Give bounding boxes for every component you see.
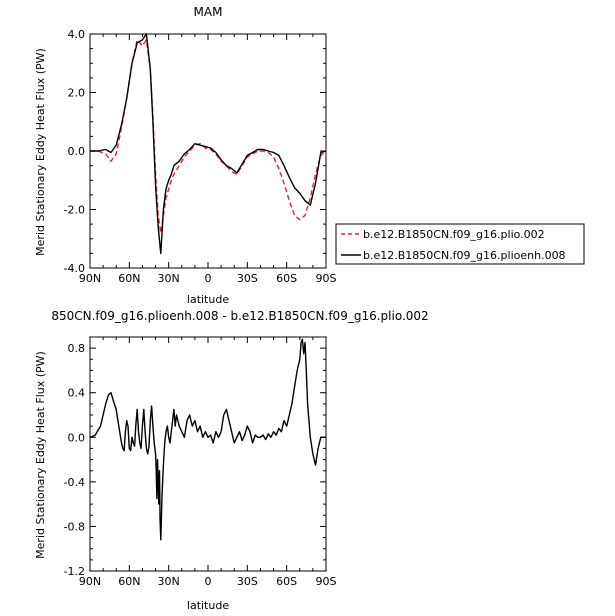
- bottom-x-tick-label: 60S: [276, 575, 297, 588]
- top-y-tick-label: -2.0: [64, 204, 85, 217]
- bottom-panel: 850CN.f09_g16.plioenh.008 - b.e12.B1850C…: [34, 309, 429, 612]
- top-x-tick-label: 90S: [316, 272, 337, 285]
- top-panel: MAM Merid Stationary Eddy Heat Flux (PW)…: [34, 5, 337, 306]
- bottom-x-tick-label: 90N: [79, 575, 101, 588]
- bottom-series-line-0: [89, 338, 326, 541]
- bottom-y-axis-label: Merid Stationary Eddy Heat Flux (PW): [34, 351, 47, 559]
- bottom-x-tick-label: 30S: [237, 575, 258, 588]
- bottom-x-tick-labels: 90N 60N 30N 0 30S 60S 90S: [79, 575, 337, 588]
- top-x-tick-label: 0: [205, 272, 212, 285]
- top-x-tick-label: 30N: [158, 272, 180, 285]
- legend: b.e12.B1850CN.f09_g16.plio.002 b.e12.B18…: [335, 223, 585, 265]
- legend-entry-plioenh: b.e12.B1850CN.f09_g16.plioenh.008: [363, 249, 566, 262]
- bottom-y-tick-labels: 0.8 0.4 0.0 -0.4 -0.8 -1.2: [64, 342, 85, 578]
- bottom-x-tick-label: 30N: [158, 575, 180, 588]
- top-series-line-1: [90, 33, 327, 255]
- bottom-y-tick-label: -0.4: [64, 476, 85, 489]
- top-y-tick-label: 0.0: [68, 145, 86, 158]
- top-x-axis-label: latitude: [187, 293, 229, 306]
- top-x-tick-label: 60S: [276, 272, 297, 285]
- bottom-y-tick-label: -0.8: [64, 520, 85, 533]
- bottom-x-tick-label: 90S: [316, 575, 337, 588]
- bottom-x-tick-label: 60N: [118, 575, 140, 588]
- top-y-tick-label: 4.0: [68, 28, 86, 41]
- top-y-tick-label: -4.0: [64, 262, 85, 275]
- top-x-tick-label: 60N: [118, 272, 140, 285]
- bottom-x-axis-label: latitude: [187, 599, 229, 612]
- bottom-series-lines: [89, 338, 326, 541]
- top-axis-ticks: [89, 33, 327, 269]
- legend-box: [335, 223, 585, 265]
- bottom-y-axis-label-group: Merid Stationary Eddy Heat Flux (PW): [34, 351, 47, 559]
- top-y-axis-label-group: Merid Stationary Eddy Heat Flux (PW): [34, 48, 47, 256]
- top-y-axis-label: Merid Stationary Eddy Heat Flux (PW): [34, 48, 47, 256]
- top-y-tick-label: 2.0: [68, 87, 86, 100]
- top-x-tick-label: 90N: [79, 272, 101, 285]
- bottom-y-tick-label: 0.0: [68, 431, 86, 444]
- top-plot-frame: [89, 33, 327, 269]
- bottom-chart-title: 850CN.f09_g16.plioenh.008 - b.e12.B1850C…: [51, 309, 428, 323]
- top-x-tick-label: 30S: [237, 272, 258, 285]
- bottom-y-tick-label: 0.8: [68, 342, 86, 355]
- top-x-tick-labels: 90N 60N 30N 0 30S 60S 90S: [79, 272, 337, 285]
- bottom-x-tick-label: 0: [205, 575, 212, 588]
- bottom-y-tick-label: 0.4: [68, 387, 86, 400]
- bottom-y-tick-label: -1.2: [64, 565, 85, 578]
- top-series-line-0: [90, 39, 327, 234]
- top-y-tick-labels: 4.0 2.0 0.0 -2.0 -4.0: [64, 28, 85, 275]
- top-chart-title: MAM: [194, 5, 223, 19]
- legend-entry-plio: b.e12.B1850CN.f09_g16.plio.002: [363, 228, 545, 241]
- bottom-axis-ticks: [89, 336, 327, 572]
- bottom-plot-frame: [89, 336, 327, 572]
- top-series-lines: [90, 33, 327, 255]
